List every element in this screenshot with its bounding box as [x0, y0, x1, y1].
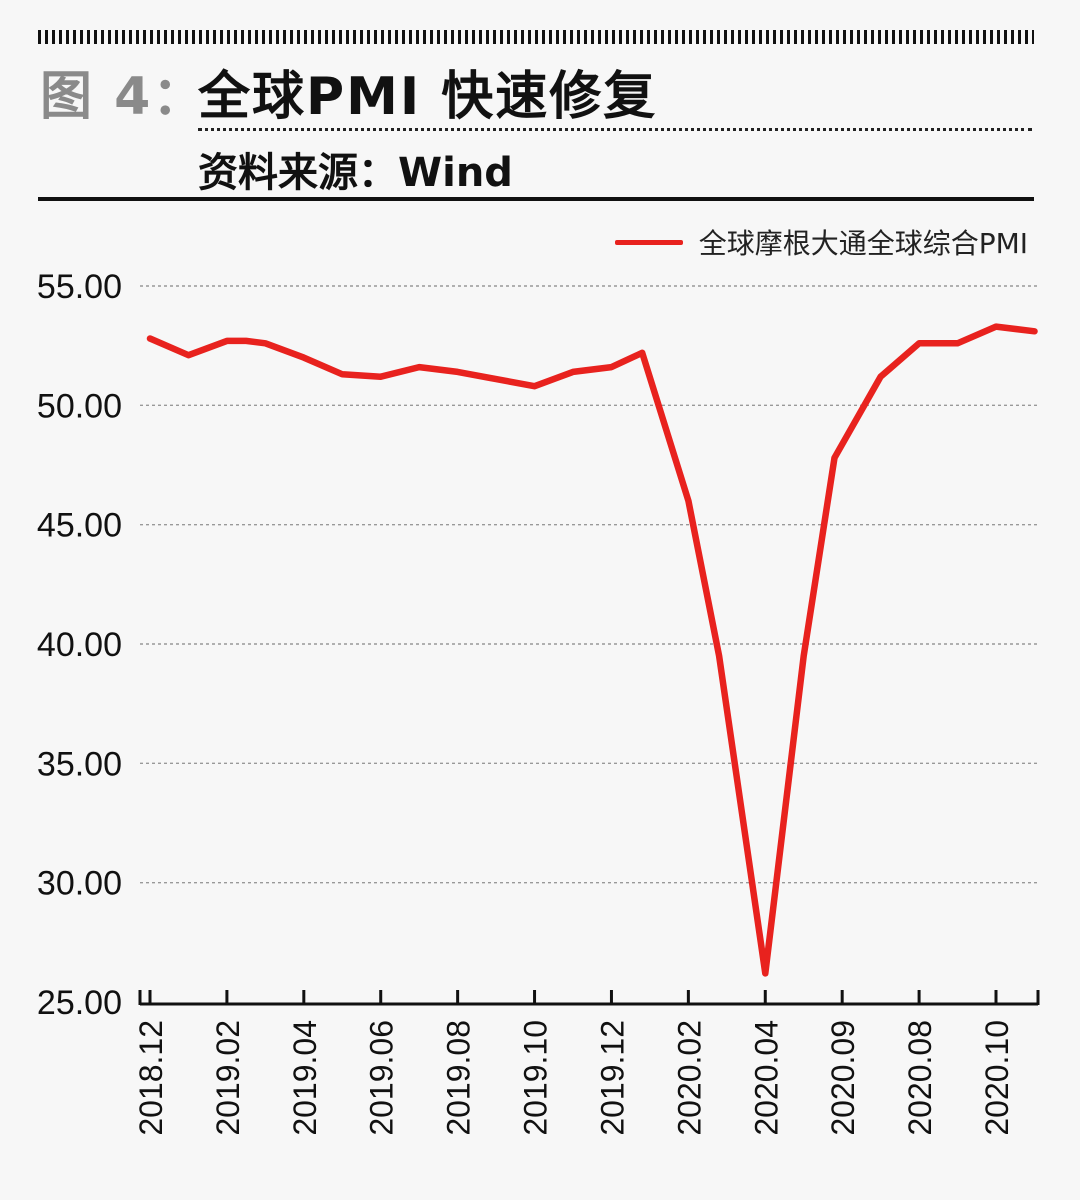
y-tick-label: 50.00	[37, 387, 122, 425]
x-tick-label: 2019.08	[441, 1020, 477, 1136]
y-tick-label: 45.00	[37, 507, 122, 545]
figure-label: 图 4：	[40, 67, 207, 127]
y-tick-label: 40.00	[37, 626, 122, 664]
x-tick-label: 2020.09	[825, 1020, 861, 1136]
y-tick-label: 35.00	[37, 745, 122, 783]
legend-swatch	[614, 239, 683, 245]
y-tick-label: 25.00	[37, 984, 122, 1022]
legend-label: 全球摩根大通全球综合PMI	[698, 227, 1028, 260]
x-tick-label: 2018.12	[133, 1020, 169, 1136]
y-tick-label: 30.00	[37, 865, 122, 903]
header-dash-bar	[38, 30, 1034, 44]
header-rule	[38, 197, 1034, 201]
series-line-pmi	[146, 323, 1038, 977]
y-tick-label: 55.00	[37, 268, 122, 306]
x-tick-label: 2019.04	[287, 1020, 323, 1136]
x-tick-label: 2019.10	[518, 1020, 554, 1136]
x-tick-label: 2019.02	[210, 1020, 246, 1136]
x-tick-label: 2019.12	[594, 1020, 630, 1136]
x-tick-label: 2019.06	[364, 1020, 400, 1136]
source-note: 资料来源：Wind	[198, 150, 513, 196]
x-tick-label: 2020.10	[979, 1020, 1015, 1136]
x-tick-label: 2020.08	[902, 1020, 938, 1136]
dotted-divider	[198, 128, 1032, 131]
x-tick-label: 2020.02	[671, 1020, 707, 1136]
x-tick-label: 2020.04	[748, 1020, 784, 1136]
legend: 全球摩根大通全球综合PMI	[614, 222, 1028, 262]
figure-title: 全球PMI 快速修复	[198, 67, 658, 127]
